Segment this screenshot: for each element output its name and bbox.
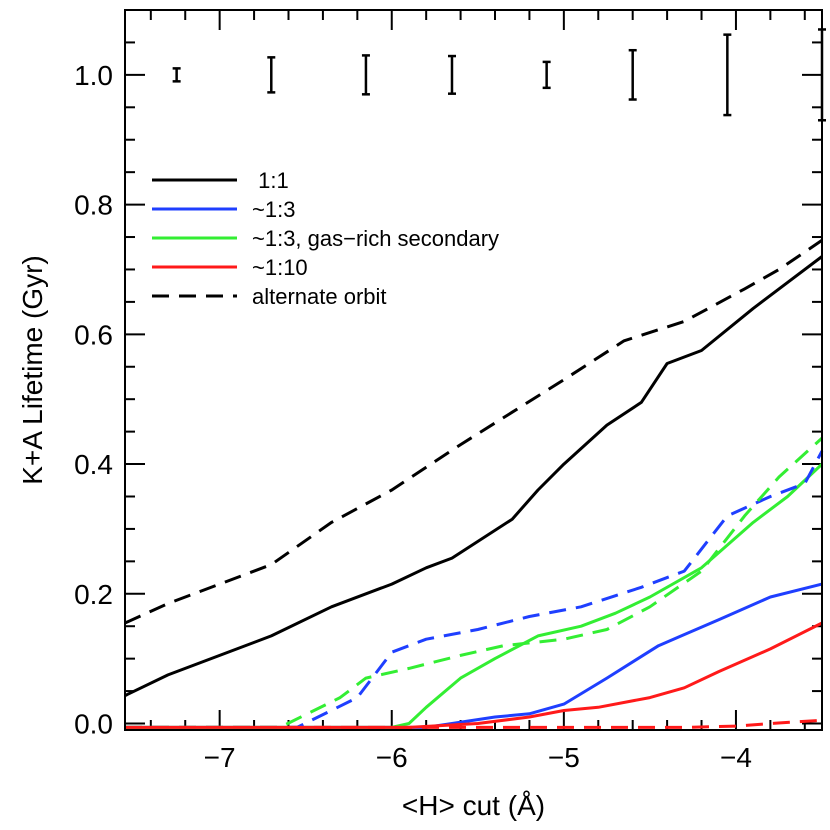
series-line-6 — [125, 436, 824, 729]
legend-label: ~1:10 — [252, 255, 308, 280]
axis-ticks — [125, 9, 822, 730]
series-line-1 — [125, 582, 823, 729]
y-tick-label: 0.2 — [74, 579, 113, 610]
y-tick-label: 1.0 — [74, 60, 113, 91]
series-line-7 — [125, 718, 823, 729]
y-tick-label: 0.0 — [74, 709, 113, 740]
series-line-4 — [124, 239, 823, 625]
legend-label: 1:1 — [252, 168, 289, 193]
error-bars — [172, 28, 826, 122]
y-axis-label: K+A Lifetime (Gyr) — [17, 255, 48, 485]
legend-label: alternate orbit — [252, 284, 387, 309]
y-tick-label: 0.6 — [74, 319, 113, 350]
series-line-3 — [125, 621, 823, 729]
series-lines — [124, 239, 824, 729]
x-tick-label: −5 — [548, 742, 580, 773]
x-axis-label: <H> cut (Å) — [402, 790, 545, 821]
x-tick-label: −7 — [204, 742, 236, 773]
x-tick-label: −6 — [376, 742, 408, 773]
plot-frame — [124, 9, 823, 731]
series-line-2 — [125, 463, 824, 729]
legend-label: ~1:3 — [252, 197, 295, 222]
series-line-5 — [125, 450, 824, 729]
series-line-0 — [124, 255, 823, 697]
legend-label: ~1:3, gas−rich secondary — [252, 226, 499, 251]
y-tick-label: 0.4 — [74, 449, 113, 480]
tick-labels: −7 −6 −5 −4 0.0 0.2 0.4 0.6 0.8 1.0 — [74, 60, 752, 773]
y-tick-label: 0.8 — [74, 190, 113, 221]
legend: 1:1 ~1:3 ~1:3, gas−rich secondary ~1:10 alte… — [152, 168, 499, 309]
x-tick-label: −4 — [720, 742, 752, 773]
